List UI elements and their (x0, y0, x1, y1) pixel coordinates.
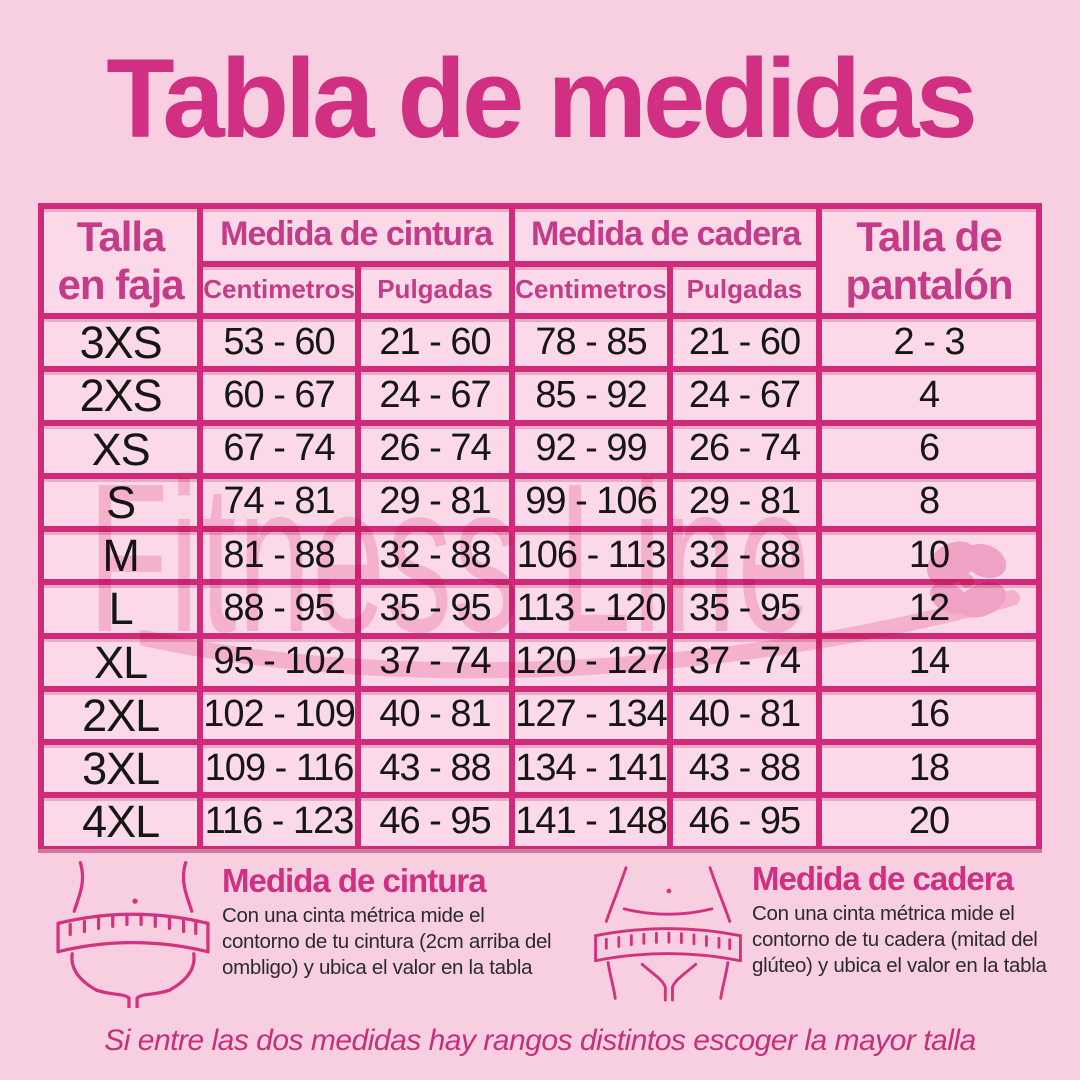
header-size: Talla en faja (44, 209, 198, 313)
pants-size-cell: 8 (822, 478, 1036, 526)
pants-size-cell: 10 (822, 532, 1036, 580)
hip-in-cell: 21 - 60 (672, 319, 817, 367)
waist-instruction-text: Con una cinta métrica mide el contorno d… (222, 904, 552, 979)
pants-size-cell: 14 (822, 638, 1036, 686)
header-pants-line1: Talla de (856, 212, 1002, 260)
waist-in-cell: 21 - 60 (360, 319, 510, 367)
size-cell: XL (44, 638, 198, 686)
size-cell: L (44, 585, 198, 633)
hip-cm-cell: 85 - 92 (515, 372, 667, 420)
pants-size-cell: 4 (822, 372, 1036, 420)
waist-in-cell: 24 - 67 (360, 372, 510, 420)
hip-cm-cell: 92 - 99 (515, 425, 667, 473)
header-pants-line2: pantalón (845, 261, 1014, 308)
size-cell: XS (44, 425, 198, 473)
hip-instruction-title: Medida de cadera (752, 860, 1014, 897)
pants-size-cell: 2 - 3 (822, 319, 1036, 367)
header-pants: Talla de pantalón (822, 209, 1036, 313)
waist-cm-cell: 102 - 109 (203, 691, 356, 739)
waist-cm-cell: 67 - 74 (203, 425, 355, 473)
size-cell: 4XL (44, 798, 198, 846)
hip-instruction-text: Con una cinta métrica mide el contorno d… (752, 902, 1047, 977)
hip-in-cell: 35 - 95 (672, 585, 817, 633)
hip-in-cell: 46 - 95 (672, 798, 817, 846)
waist-measurement-icon (56, 860, 210, 1008)
size-cell: M (44, 532, 198, 579)
waist-instruction: Medida de cintura Con una cinta métrica … (52, 860, 552, 1008)
footer-note: Si entre las dos medidas hay rangos dist… (104, 1024, 976, 1057)
header-size-line2: en faja (57, 261, 185, 308)
waist-cm-cell: 74 - 81 (203, 478, 355, 526)
page-title: Tabla de medidas (106, 36, 978, 161)
hip-in-cell: 24 - 67 (672, 372, 817, 420)
pants-size-cell: 16 (822, 691, 1036, 739)
header-size-line1: Talla (76, 212, 166, 260)
header-hip-group: Medida de cadera (515, 209, 817, 261)
hip-cm-cell: 127 - 134 (515, 691, 668, 739)
hip-cm-cell: 120 - 127 (515, 638, 668, 686)
header-waist-cm: Centimetros (203, 267, 355, 313)
waist-in-cell: 46 - 95 (360, 798, 510, 846)
waist-in-cell: 29 - 81 (360, 478, 510, 526)
hip-in-cell: 29 - 81 (672, 478, 817, 526)
size-cell: 3XS (44, 319, 198, 366)
hip-in-cell: 32 - 88 (672, 532, 817, 580)
hip-cm-cell: 113 - 120 (515, 585, 667, 633)
hip-in-cell: 40 - 81 (672, 691, 817, 739)
hip-cm-cell: 99 - 106 (515, 478, 667, 526)
size-cell: S (44, 478, 198, 526)
waist-cm-cell: 95 - 102 (203, 638, 355, 686)
hip-instruction: Medida de cadera Con una cinta métrica m… (592, 858, 1047, 1008)
header-waist-group: Medida de cintura (203, 209, 510, 261)
header-hip-in: Pulgadas (672, 267, 817, 313)
waist-in-cell: 37 - 74 (360, 638, 510, 686)
waist-in-cell: 43 - 88 (360, 745, 510, 793)
size-cell: 3XL (44, 745, 198, 792)
pants-size-cell: 18 (822, 745, 1036, 793)
waist-cm-cell: 60 - 67 (203, 372, 355, 420)
waist-cm-cell: 109 - 116 (203, 745, 355, 793)
pants-size-cell: 12 (822, 585, 1036, 633)
hip-cm-cell: 134 - 141 (515, 745, 668, 793)
size-table: Talla en faja Medida de cintura Medida d… (38, 203, 1042, 849)
waist-in-cell: 32 - 88 (360, 532, 510, 580)
pants-size-cell: 6 (822, 425, 1036, 473)
waist-instruction-title: Medida de cintura (222, 862, 487, 899)
hip-cm-cell: 106 - 113 (515, 532, 667, 580)
waist-cm-cell: 81 - 88 (203, 532, 355, 580)
pants-size-cell: 20 (822, 798, 1036, 846)
header-waist-in: Pulgadas (360, 267, 510, 313)
waist-cm-cell: 116 - 123 (203, 798, 355, 846)
waist-cm-cell: 88 - 95 (203, 585, 355, 633)
waist-in-cell: 26 - 74 (360, 425, 510, 473)
hip-in-cell: 26 - 74 (672, 425, 817, 473)
hip-cm-cell: 78 - 85 (515, 319, 667, 367)
waist-cm-cell: 53 - 60 (203, 319, 355, 367)
size-cell: 2XL (44, 691, 198, 739)
hip-in-cell: 43 - 88 (672, 745, 817, 793)
hip-measurement-icon (594, 866, 742, 1002)
hip-cm-cell: 141 - 148 (515, 798, 668, 846)
size-cell: 2XS (44, 372, 198, 420)
waist-in-cell: 35 - 95 (360, 585, 510, 633)
hip-in-cell: 37 - 74 (672, 638, 817, 686)
waist-in-cell: 40 - 81 (360, 691, 510, 739)
header-hip-cm: Centimetros (515, 267, 667, 313)
